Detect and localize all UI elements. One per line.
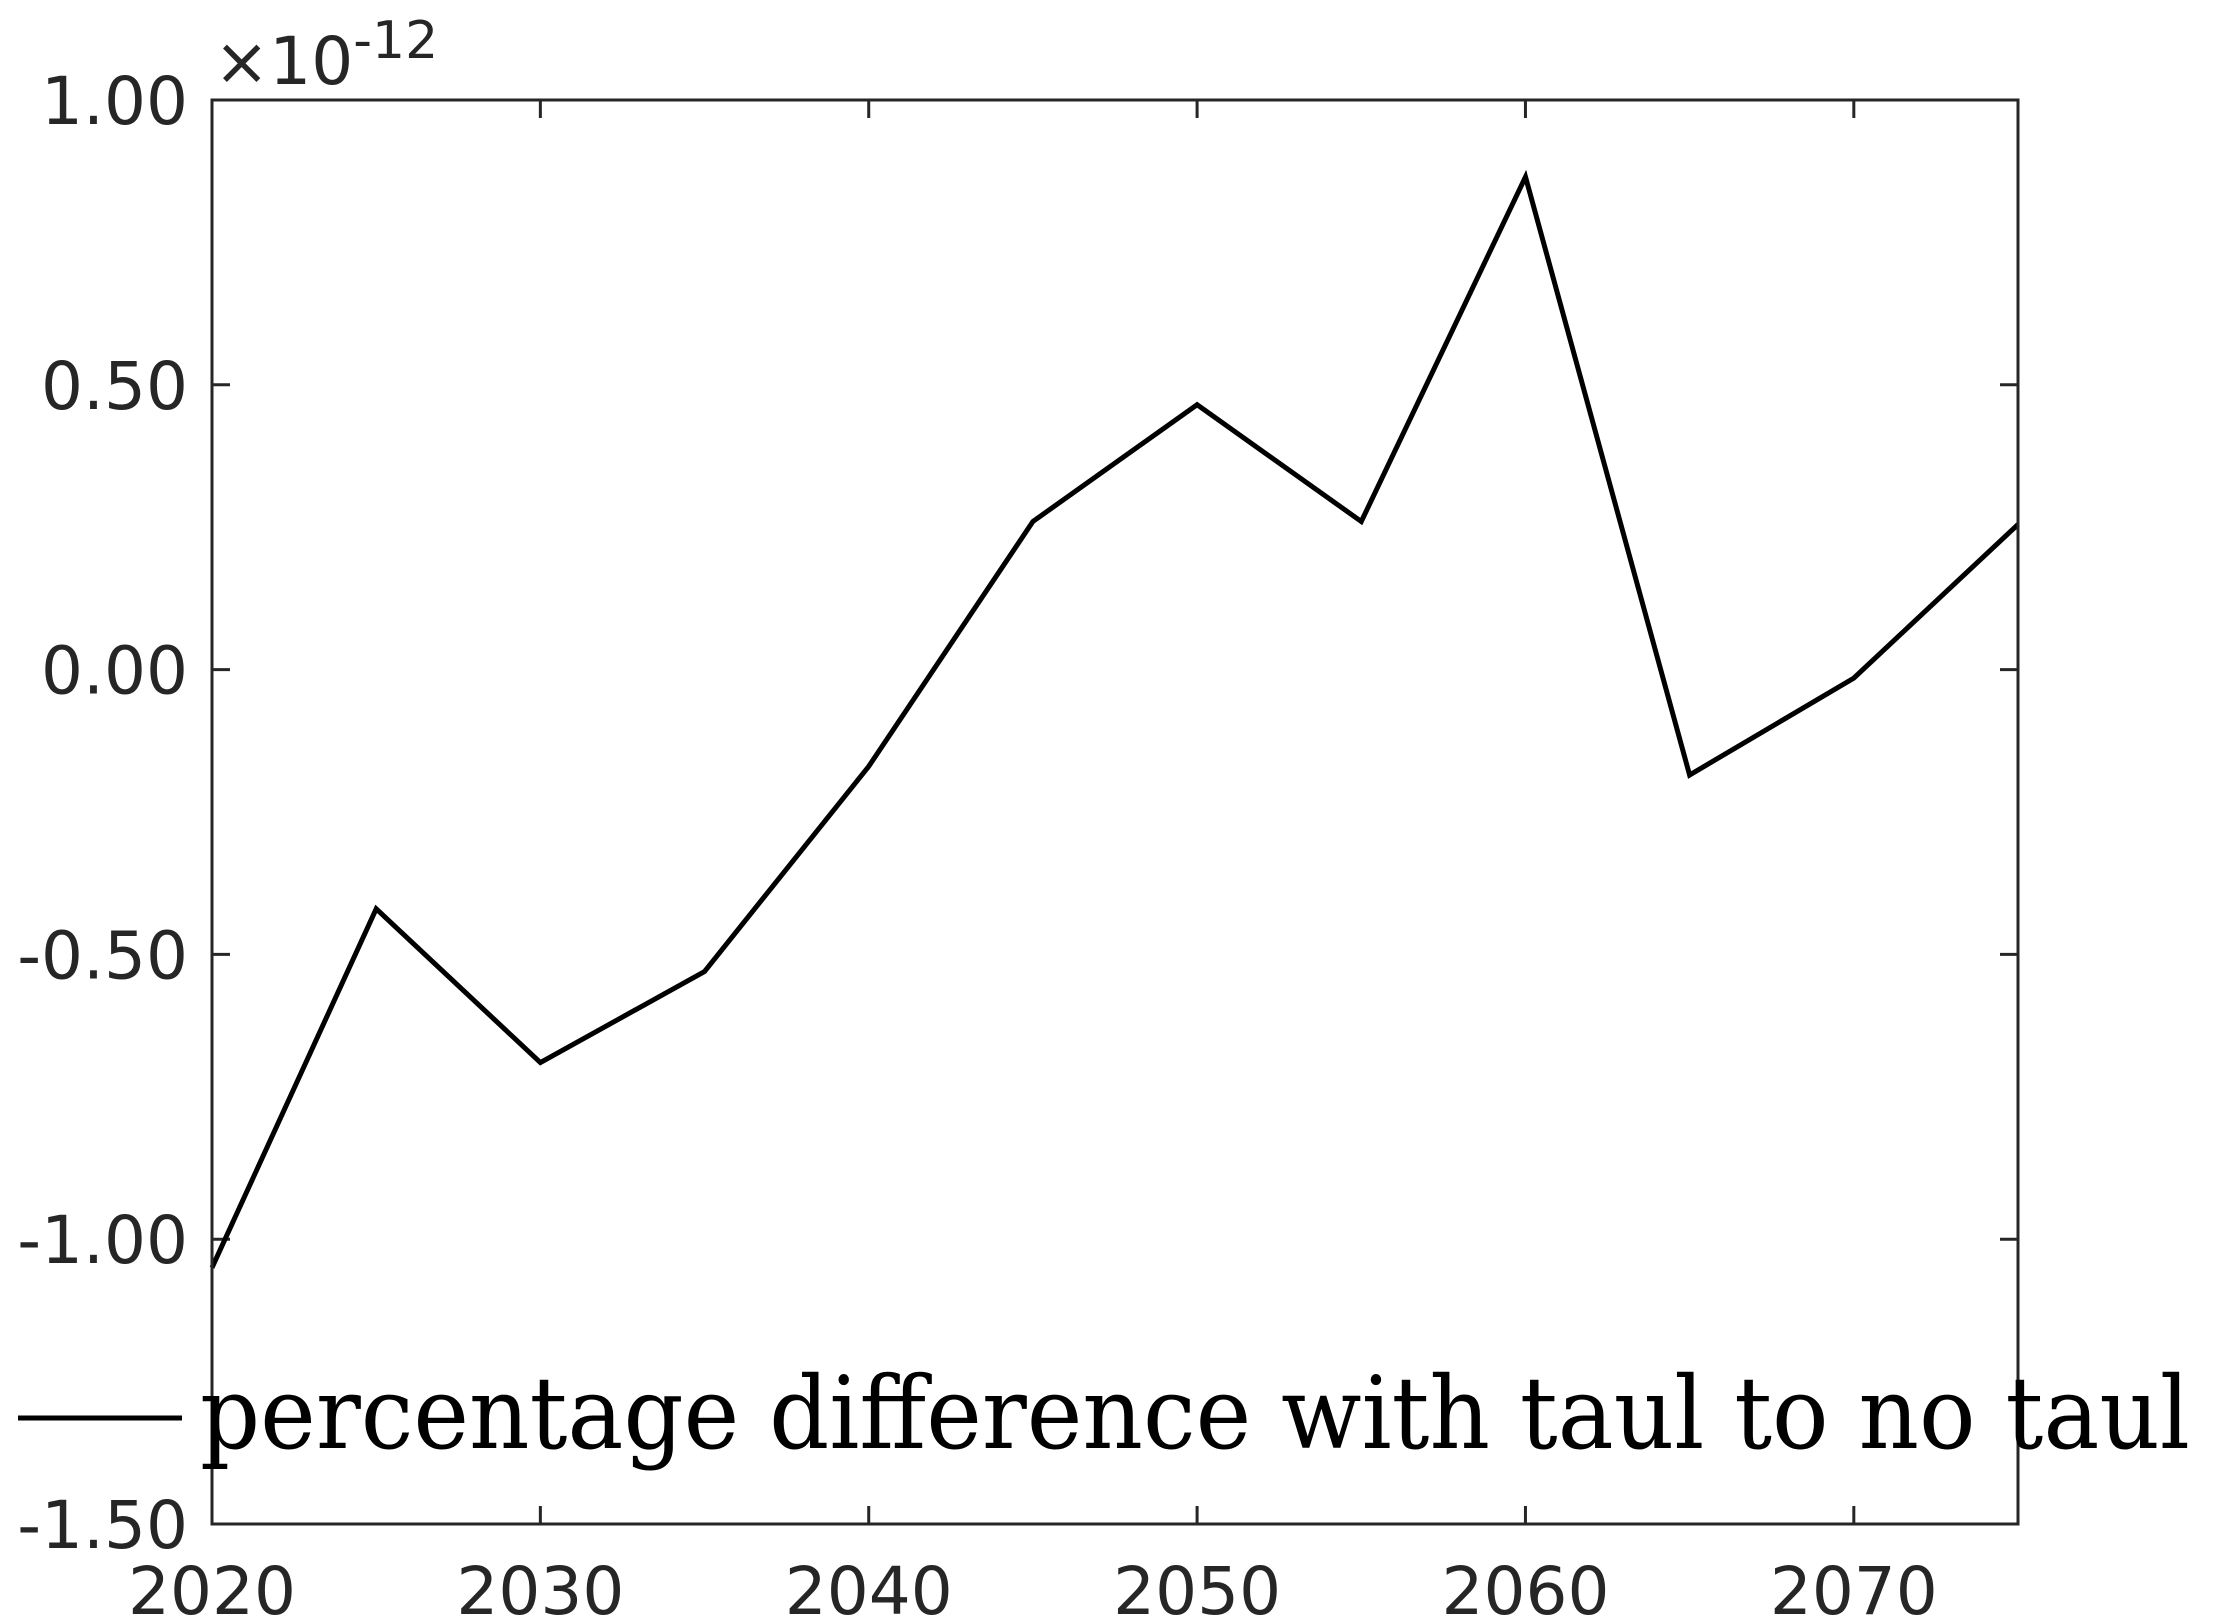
y-tick-label: -0.50 <box>17 917 188 994</box>
y-tick-label: 1.00 <box>41 63 188 140</box>
x-tick-label: 2020 <box>128 1553 296 1622</box>
x-tick-label: 2070 <box>1770 1553 1938 1622</box>
y-tick-label: -1.00 <box>17 1202 188 1279</box>
y-exponent-label: ×10-12 <box>214 11 438 100</box>
legend: percentage difference with taul to no ta… <box>18 1355 2190 1472</box>
x-tick-label: 2060 <box>1441 1553 1609 1622</box>
x-tick-label: 2040 <box>785 1553 953 1622</box>
x-tick-label: 2050 <box>1113 1553 1281 1622</box>
axis-tick-labels: 2020 2030 2040 2050 2060 2070 1.00 0.50 0.00 -0.5… <box>17 63 1938 1622</box>
legend-label: percentage difference with taul to no ta… <box>200 1355 2190 1472</box>
series-line-0 <box>209 169 2020 1269</box>
y-exponent-text: ×10-12 <box>214 11 438 100</box>
axes-box <box>210 98 2020 1526</box>
y-tick-label: 0.00 <box>41 633 188 710</box>
x-tick-label: 2030 <box>456 1553 624 1622</box>
y-tick-label: -1.50 <box>17 1487 188 1564</box>
axis-ticks <box>210 98 2018 1526</box>
series-layer <box>209 169 2020 1269</box>
y-tick-label: 0.50 <box>41 348 188 425</box>
